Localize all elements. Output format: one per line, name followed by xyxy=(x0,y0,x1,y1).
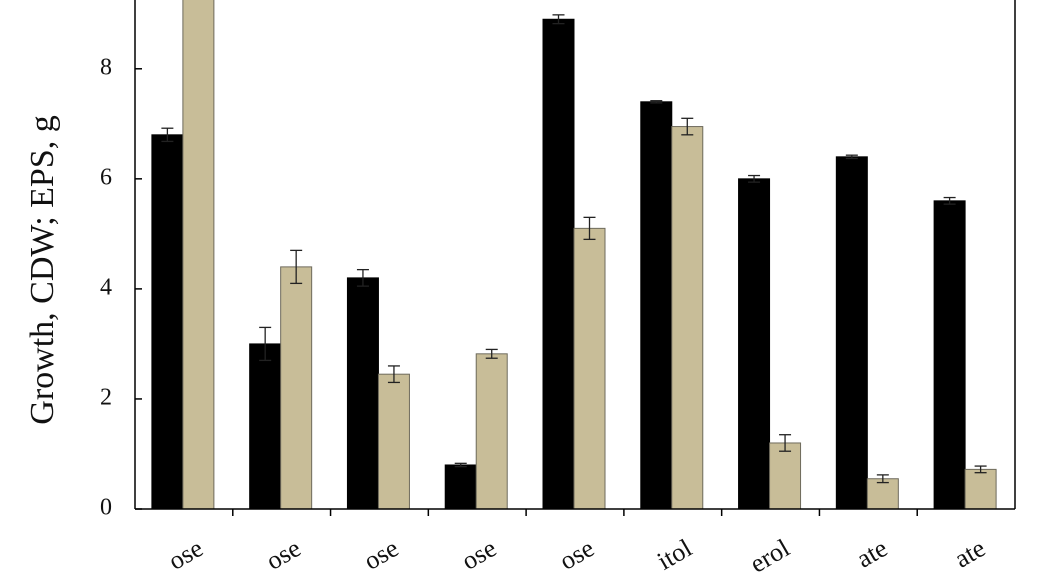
error-bar xyxy=(779,434,792,452)
x-tick-label: ose xyxy=(359,533,404,575)
bar xyxy=(964,468,997,509)
error-bar xyxy=(356,268,369,287)
error-bar xyxy=(161,127,174,143)
y-tick-label: 4 xyxy=(100,274,112,300)
error-bar xyxy=(387,365,400,384)
bar xyxy=(280,266,313,509)
bar xyxy=(151,134,184,509)
error-bar xyxy=(259,326,272,362)
x-tick-label: ate xyxy=(852,533,893,573)
bar xyxy=(346,277,379,509)
y-tick-label: 6 xyxy=(100,164,112,190)
y-axis-label: Growth, CDW; EPS, g xyxy=(24,115,61,424)
bar xyxy=(933,200,966,509)
error-bar xyxy=(485,348,498,359)
plot-area xyxy=(151,0,997,509)
error-bar xyxy=(552,14,565,25)
error-bar xyxy=(876,474,889,484)
error-bar xyxy=(681,117,694,136)
bar xyxy=(640,101,673,509)
bar xyxy=(866,478,899,509)
x-tick-label: erol xyxy=(745,533,795,576)
bar xyxy=(835,156,868,509)
error-bar xyxy=(650,100,663,104)
x-tick-label: ose xyxy=(163,533,208,575)
x-tick-label: ose xyxy=(457,533,502,575)
x-tick-label: ate xyxy=(949,533,990,573)
y-tick-label: 8 xyxy=(100,54,112,80)
error-bar xyxy=(290,249,303,285)
bar xyxy=(377,373,410,509)
y-tick-label: 0 xyxy=(100,495,112,521)
bar xyxy=(573,227,606,509)
y-tick-label: 2 xyxy=(100,384,112,410)
x-tick-label: itol xyxy=(652,533,697,575)
error-bar xyxy=(943,196,956,205)
error-bar xyxy=(583,216,596,241)
bar xyxy=(671,126,704,509)
bar xyxy=(475,353,508,509)
bar xyxy=(542,18,575,509)
bar xyxy=(249,343,282,509)
error-bar xyxy=(748,174,761,183)
bar xyxy=(444,464,477,509)
x-tick-label: ose xyxy=(554,533,599,575)
bar xyxy=(738,178,771,509)
bar xyxy=(182,0,215,509)
error-bar xyxy=(454,462,467,468)
x-tick-label: ose xyxy=(261,533,306,575)
bar xyxy=(769,442,802,509)
error-bar xyxy=(974,465,987,474)
error-bar xyxy=(845,154,858,160)
